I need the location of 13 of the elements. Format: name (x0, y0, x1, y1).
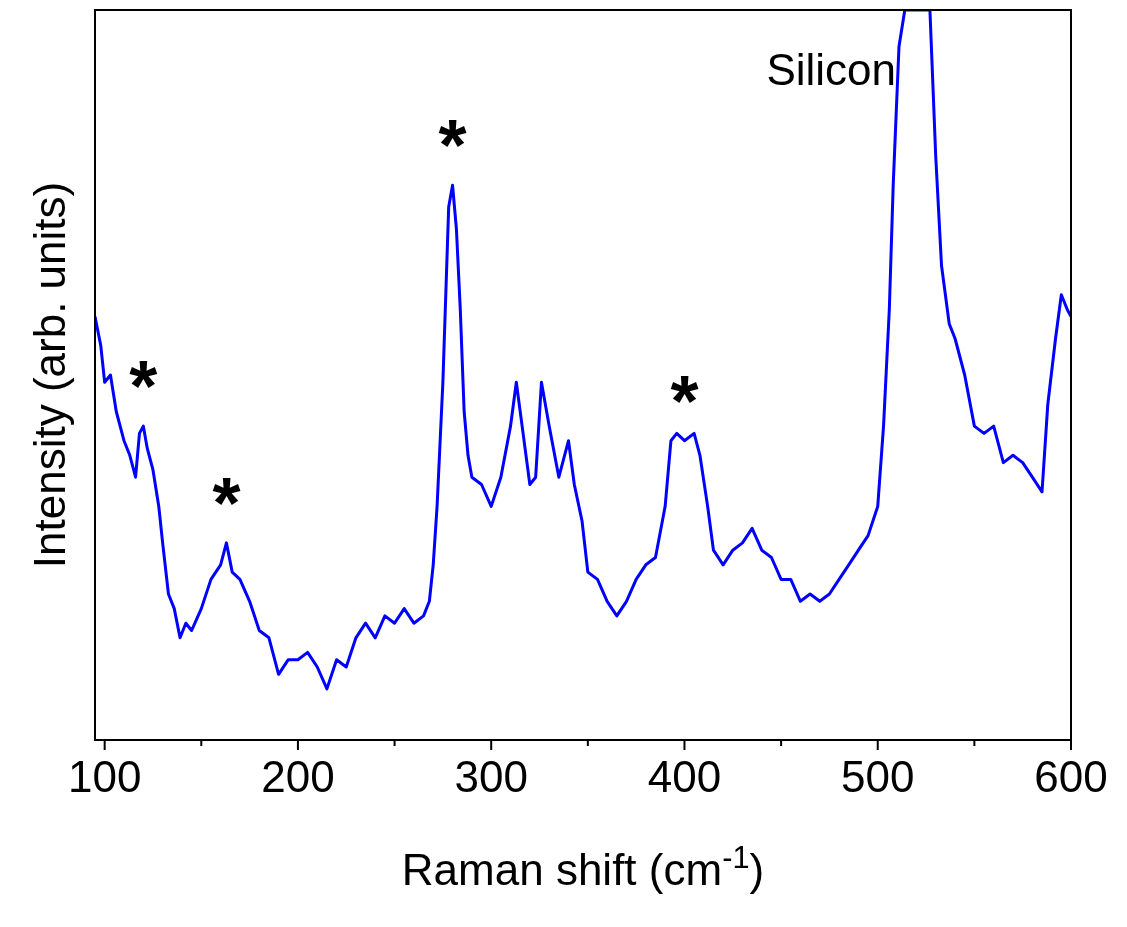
annotation: * (129, 346, 158, 427)
y-axis-title: Intensity (arb. units) (25, 181, 74, 569)
x-tick-label: 300 (454, 752, 528, 801)
annotation: * (212, 462, 241, 543)
x-tick-label: 100 (67, 752, 142, 801)
x-tick-label: 500 (841, 752, 915, 801)
annotation: * (670, 360, 699, 441)
annotation: Silicon (766, 45, 896, 94)
x-tick-label: 600 (1034, 752, 1108, 801)
x-axis-title: Raman shift (cm$^{-1}$) (401, 839, 765, 894)
x-tick-label: 200 (261, 752, 335, 801)
x-tick-label: 400 (647, 752, 722, 801)
annotation: * (438, 105, 467, 186)
